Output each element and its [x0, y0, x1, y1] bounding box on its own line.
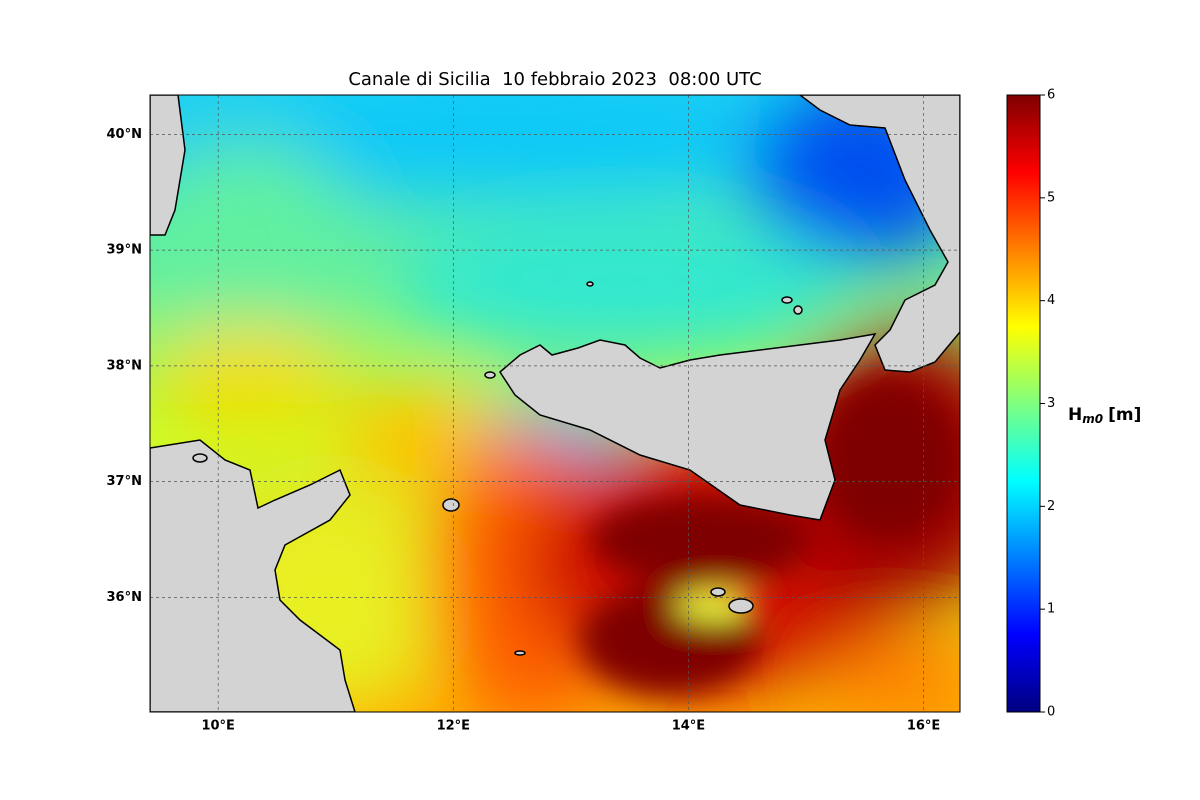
pantelleria [442, 498, 460, 512]
y-tick-label: 37°N [107, 474, 142, 489]
colorbar-tick-label: 1 [1047, 602, 1055, 617]
x-tick-label: 16°E [907, 719, 940, 734]
y-tick-label: 40°N [107, 127, 142, 142]
x-tick-label: 12°E [437, 719, 470, 734]
lipari [781, 296, 793, 304]
colorbar-tick-label: 6 [1047, 88, 1055, 103]
colorbar-label: Hm0 [m] [1068, 405, 1141, 426]
plot-frame [149, 94, 961, 713]
colorbar-tick-label: 2 [1047, 499, 1055, 514]
map-title: Canale di Sicilia 10 febbraio 2023 08:00… [348, 69, 761, 90]
colorbar-tick-label: 3 [1047, 396, 1055, 411]
colorbar-tick-label: 5 [1047, 190, 1055, 205]
y-tick-label: 38°N [107, 358, 142, 373]
egadi [484, 371, 496, 379]
colorbar-tick-label: 4 [1047, 293, 1055, 308]
malta [728, 598, 754, 614]
colorbar-tick-label: 0 [1047, 705, 1055, 720]
y-tick-label: 36°N [107, 590, 142, 605]
sardinia [150, 95, 186, 236]
lampedusa [514, 650, 526, 656]
sicily [499, 332, 877, 521]
colorbar [1006, 94, 1041, 713]
x-tick-label: 10°E [201, 719, 234, 734]
x-tick-label: 14°E [672, 719, 705, 734]
y-tick-label: 39°N [107, 243, 142, 258]
gozo [710, 587, 726, 597]
vulcano [793, 305, 803, 315]
calabria [798, 95, 960, 373]
ustica [586, 281, 594, 287]
wave-field [150, 95, 960, 712]
zembra [192, 453, 208, 463]
africa [150, 439, 356, 712]
